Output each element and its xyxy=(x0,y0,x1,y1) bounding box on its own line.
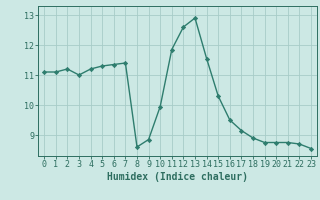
X-axis label: Humidex (Indice chaleur): Humidex (Indice chaleur) xyxy=(107,172,248,182)
